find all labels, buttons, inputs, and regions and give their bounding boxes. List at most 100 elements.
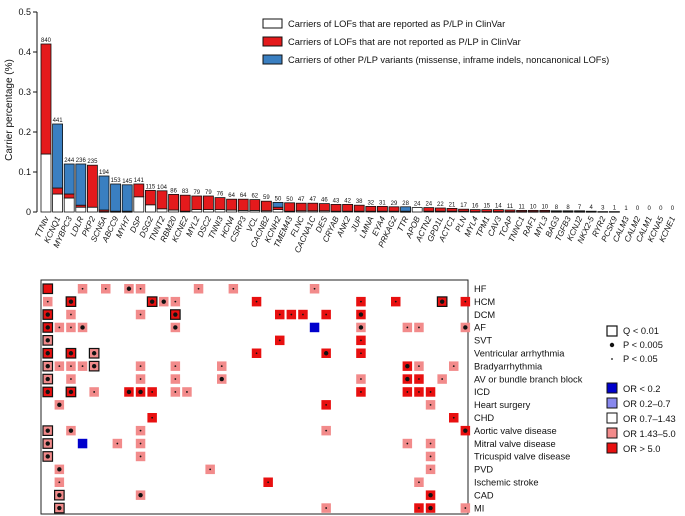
big-dot-mark (173, 312, 178, 317)
big-dot-mark (358, 325, 364, 330)
small-dot-mark (81, 365, 84, 368)
heatmap-cell-hf-0 (42, 283, 54, 295)
bar-count-RYR2: 3 (601, 206, 605, 212)
bar-segment-BAG3-2 (551, 210, 562, 213)
small-dot-mark (418, 378, 420, 380)
small-dot-mark (360, 391, 362, 393)
big-dot-mark (138, 492, 143, 498)
bar-count-MYL3: 10 (541, 204, 548, 210)
bar-count-DSC2: 79 (205, 190, 212, 196)
bar-count-KCNH2: 50 (275, 196, 282, 202)
small-dot-mark (325, 403, 328, 406)
bar-count-NKX2-5: 4 (590, 205, 594, 211)
row-label-chd: CHD (474, 413, 494, 423)
bar-count-MYL4: 16 (472, 204, 479, 210)
bar-segment-ACTN2-2 (423, 207, 435, 212)
big-dot-mark (57, 402, 62, 408)
big-dot-mark (161, 299, 166, 304)
small-dot-mark (302, 313, 304, 316)
big-dot-mark (126, 286, 132, 291)
bar-segment-ANK2-2 (342, 203, 354, 212)
big-dot-mark (45, 351, 50, 356)
bar-count-DES: 46 (321, 198, 328, 204)
heatmap-cell-mitral-valve-disease-3 (77, 438, 88, 449)
row-label-icd: ICD (474, 387, 490, 397)
bar-count-TNNT2: 104 (157, 185, 168, 191)
row-label-cad: CAD (474, 490, 494, 500)
small-dot-mark (418, 481, 420, 484)
bar-count-CSRP3: 64 (240, 193, 247, 199)
bar-count-CAV3: 14 (495, 204, 502, 210)
bar-segment-EYA4-2 (376, 205, 388, 212)
small-dot-mark (290, 313, 293, 316)
bar-segment-MYBPC3-1 (63, 197, 75, 213)
bar-count-PKP2: 235 (87, 159, 98, 165)
bar-segment-RBM20-2 (168, 193, 180, 211)
small-dot-mark (209, 468, 212, 471)
small-dot-mark (139, 455, 142, 458)
heatmap-cells (42, 283, 471, 514)
big-dot-mark (149, 299, 155, 304)
bar-segment-KCNE2-2 (179, 194, 191, 212)
small-dot-mark (151, 391, 154, 393)
small-dot-mark (464, 300, 467, 303)
bar-count-PRKAG2: 29 (391, 201, 398, 207)
legend-label-1: Carriers of LOFs that are reported as P/… (288, 19, 505, 29)
bar-segment-CSRP3-2 (237, 198, 249, 211)
bar-count-HCN4: 64 (228, 193, 235, 199)
small-dot-mark (418, 365, 420, 368)
row-label-heart-surgery: Heart surgery (474, 400, 531, 410)
big-dot-mark (126, 389, 132, 395)
bar-count-MYL2: 79 (193, 190, 200, 196)
bar-segment-LMNA-2 (365, 205, 377, 212)
bar-segment-PKP2-1 (87, 206, 98, 213)
small-dot-mark (418, 326, 420, 329)
row-label-ventricular-arrhythmia: Ventricular arrhythmia (474, 349, 565, 359)
bar-segment-LDLR-1 (75, 206, 87, 213)
y-axis-label: Carrier percentage (%) (4, 59, 15, 161)
big-dot-mark (68, 351, 74, 356)
big-dot-mark (463, 428, 468, 433)
small-dot-mark (139, 429, 142, 432)
bar-segment-TTR-3 (400, 206, 412, 212)
bar-count-CACNB2: 59 (263, 195, 270, 201)
bar-segment-ABCC9-3 (110, 183, 121, 212)
bar-count-TPM1: 15 (483, 204, 490, 210)
big-dot-mark (358, 312, 364, 317)
bar-segment-LDLR-3 (75, 163, 87, 206)
big-dot-mark (57, 505, 62, 511)
small-dot-mark (452, 416, 455, 419)
small-dot-mark (197, 287, 200, 290)
small-dot-mark (174, 365, 177, 368)
heatmap-frame (40, 279, 469, 515)
bar-segment-APOB-1 (411, 207, 423, 213)
heatmap-row-labels: HF HCM DCM AF SVT Ventricular arrhythmia Brady… (474, 284, 583, 513)
small-dot-mark (325, 429, 328, 432)
bar-segment-HCN4-2 (226, 198, 238, 211)
small-dot-mark (406, 442, 409, 445)
small-dot-mark (406, 326, 409, 329)
small-dot-mark (104, 287, 107, 290)
legend-q-symbol (606, 325, 618, 337)
bar-segment-DSC2-2 (202, 195, 214, 210)
row-label-hf: HF (474, 284, 487, 294)
bar-count-KCNE2: 83 (182, 189, 189, 195)
big-dot-mark (405, 363, 410, 369)
bar-count-EYA4: 31 (379, 200, 386, 206)
row-label-svt: SVT (474, 336, 492, 346)
bar-count-KCNA5: 0 (659, 206, 663, 212)
small-dot-mark (429, 468, 432, 471)
bar-count-KCNJ2: 7 (578, 205, 582, 211)
small-dot-mark (360, 378, 362, 380)
small-dot-mark (58, 326, 61, 329)
bar-segment-DSG2-2 (144, 189, 156, 206)
row-label-tricuspid-valve-disease: Tricuspid valve disease (474, 452, 570, 462)
legend-or-label-1: OR < 0.2 (623, 384, 660, 394)
small-dot-mark (452, 365, 455, 368)
bar-segment-CACNB2-2 (260, 200, 272, 212)
bar-segment-MYL4-2 (469, 209, 481, 213)
big-dot-mark (439, 299, 445, 304)
bar-count-JUP: 38 (356, 199, 363, 205)
big-dot-mark (463, 325, 468, 330)
